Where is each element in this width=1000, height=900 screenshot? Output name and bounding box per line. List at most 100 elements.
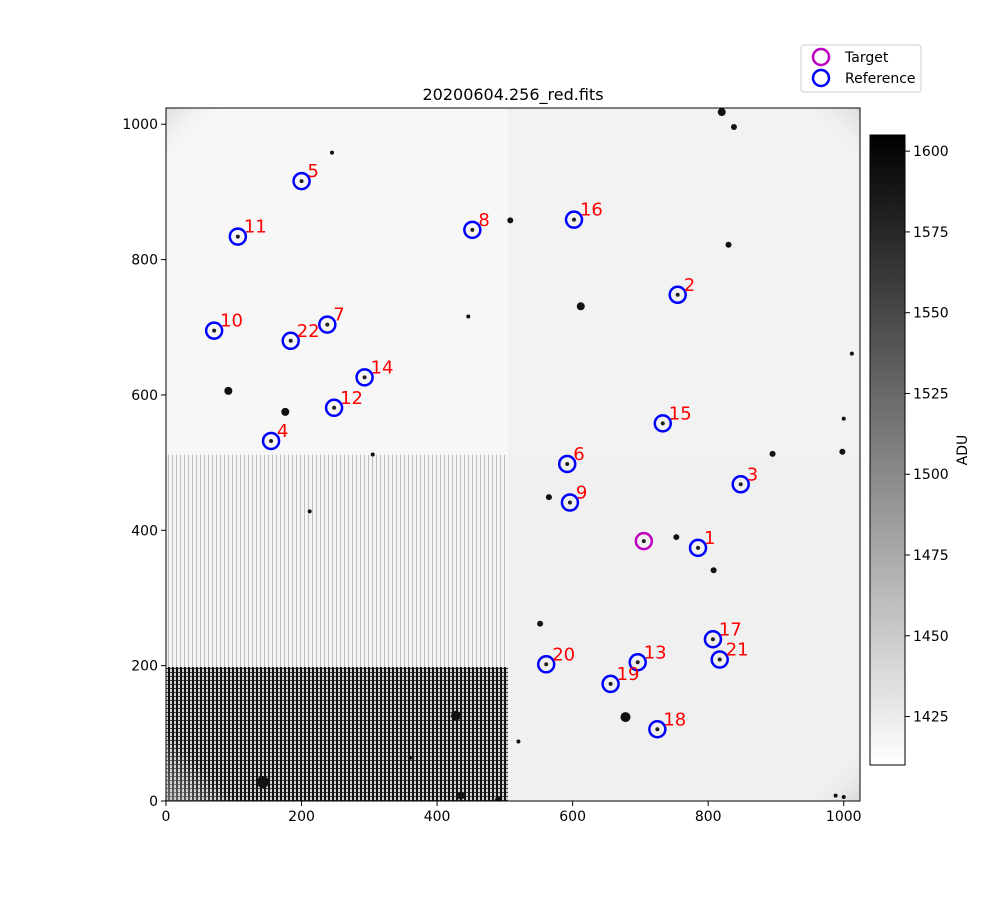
background-star [545, 494, 552, 501]
colorbar-tick-label: 1500 [913, 467, 949, 483]
reference-label: 4 [277, 421, 288, 442]
reference-marker [557, 454, 577, 474]
reference-star-dot [675, 292, 680, 297]
legend-box [800, 44, 922, 93]
target-marker [634, 531, 654, 551]
reference-label: 2 [684, 275, 695, 296]
background-star [370, 452, 375, 457]
reference-marker [204, 321, 224, 340]
colorbar-gradient [869, 134, 906, 766]
legend-reference-marker [811, 68, 831, 88]
reference-marker [653, 414, 673, 433]
reference-star-dot [235, 234, 240, 239]
background-star [224, 386, 233, 395]
background-star [841, 416, 846, 421]
background-star [576, 302, 585, 311]
reference-marker [355, 368, 374, 387]
reference-marker [601, 674, 620, 694]
y-tick-label: 0 [149, 794, 158, 810]
reference-star-dot [717, 657, 722, 662]
reference-star-dot [660, 421, 665, 426]
colorbar-tick-label: 1550 [913, 306, 949, 322]
background-star [730, 123, 737, 130]
colorbar-tick-label: 1475 [913, 548, 949, 564]
background-star [839, 448, 846, 455]
reference-star-dot [325, 322, 330, 327]
background-star [537, 620, 544, 627]
colorbar-tick-label: 1425 [913, 710, 949, 726]
reference-marker [648, 720, 667, 739]
background-star [456, 791, 465, 800]
background-star [407, 755, 412, 760]
background-star [330, 150, 335, 155]
x-tick-label: 0 [162, 809, 171, 825]
reference-label: 8 [478, 210, 489, 231]
reference-label: 21 [726, 640, 749, 661]
colorbar-tick-label: 1600 [913, 144, 949, 160]
reference-label: 18 [663, 709, 686, 730]
background-star [673, 534, 680, 541]
legend: Target Reference [800, 44, 922, 93]
legend-target-label: Target [844, 50, 889, 66]
reference-label: 12 [340, 388, 363, 409]
reference-star-dot [470, 227, 475, 232]
reference-marker [564, 210, 584, 229]
reference-marker [292, 171, 311, 191]
reference-label: 5 [308, 161, 319, 182]
reference-label: 16 [580, 200, 603, 221]
background-stars [224, 108, 854, 801]
background-star [841, 794, 846, 799]
vignette [166, 108, 860, 801]
y-tick-label: 200 [131, 659, 158, 675]
colorbar: 1425 1450 1475 1500 1525 1550 1575 1600 ADU [869, 134, 971, 766]
reference-star-dot [635, 660, 640, 665]
x-tick-label: 400 [424, 809, 451, 825]
legend-reference-label: Reference [845, 71, 916, 87]
reference-marker [324, 398, 344, 418]
background-star [451, 710, 462, 721]
reference-star-dot [567, 500, 572, 505]
x-axis: 0 200 400 600 800 1000 [162, 801, 862, 825]
reference-label: 17 [719, 619, 742, 640]
reference-star-dot [269, 438, 274, 443]
colorbar-tick-label: 1450 [913, 629, 949, 645]
reference-star-dot [710, 637, 715, 642]
background-star [849, 351, 854, 356]
background-star [769, 450, 776, 457]
reference-star-dot [608, 681, 613, 686]
background-star [833, 793, 838, 798]
reference-marker [261, 431, 281, 451]
reference-star-dot [571, 217, 576, 222]
plot-frame [165, 107, 861, 802]
reference-label: 14 [371, 357, 394, 378]
reference-marker [536, 655, 556, 674]
chart-title: 20200604.256_red.fits [422, 85, 603, 105]
reference-star-dot [362, 375, 367, 380]
reference-marker [710, 650, 729, 669]
background-star [717, 108, 726, 117]
reference-star-dot [544, 662, 549, 667]
background-star [516, 739, 521, 744]
background-star [256, 776, 269, 789]
reference-label: 22 [297, 321, 320, 342]
legend-target-marker [811, 47, 831, 67]
background-star [281, 407, 290, 416]
y-tick-label: 400 [131, 523, 158, 539]
colorbar-tick-label: 1575 [913, 225, 949, 241]
reference-label: 9 [576, 483, 587, 504]
reference-label: 7 [333, 305, 344, 326]
background-star [725, 241, 732, 248]
y-tick-label: 800 [131, 253, 158, 269]
reference-star-dot [332, 405, 337, 410]
reference-label: 13 [644, 642, 667, 663]
reference-star-dot [565, 461, 570, 466]
reference-star-dot [696, 545, 701, 550]
reference-label: 3 [747, 464, 758, 485]
reference-label: 20 [552, 644, 575, 665]
reference-marker [628, 653, 647, 672]
reference-star-dot [738, 482, 743, 487]
reference-label: 11 [244, 217, 267, 238]
